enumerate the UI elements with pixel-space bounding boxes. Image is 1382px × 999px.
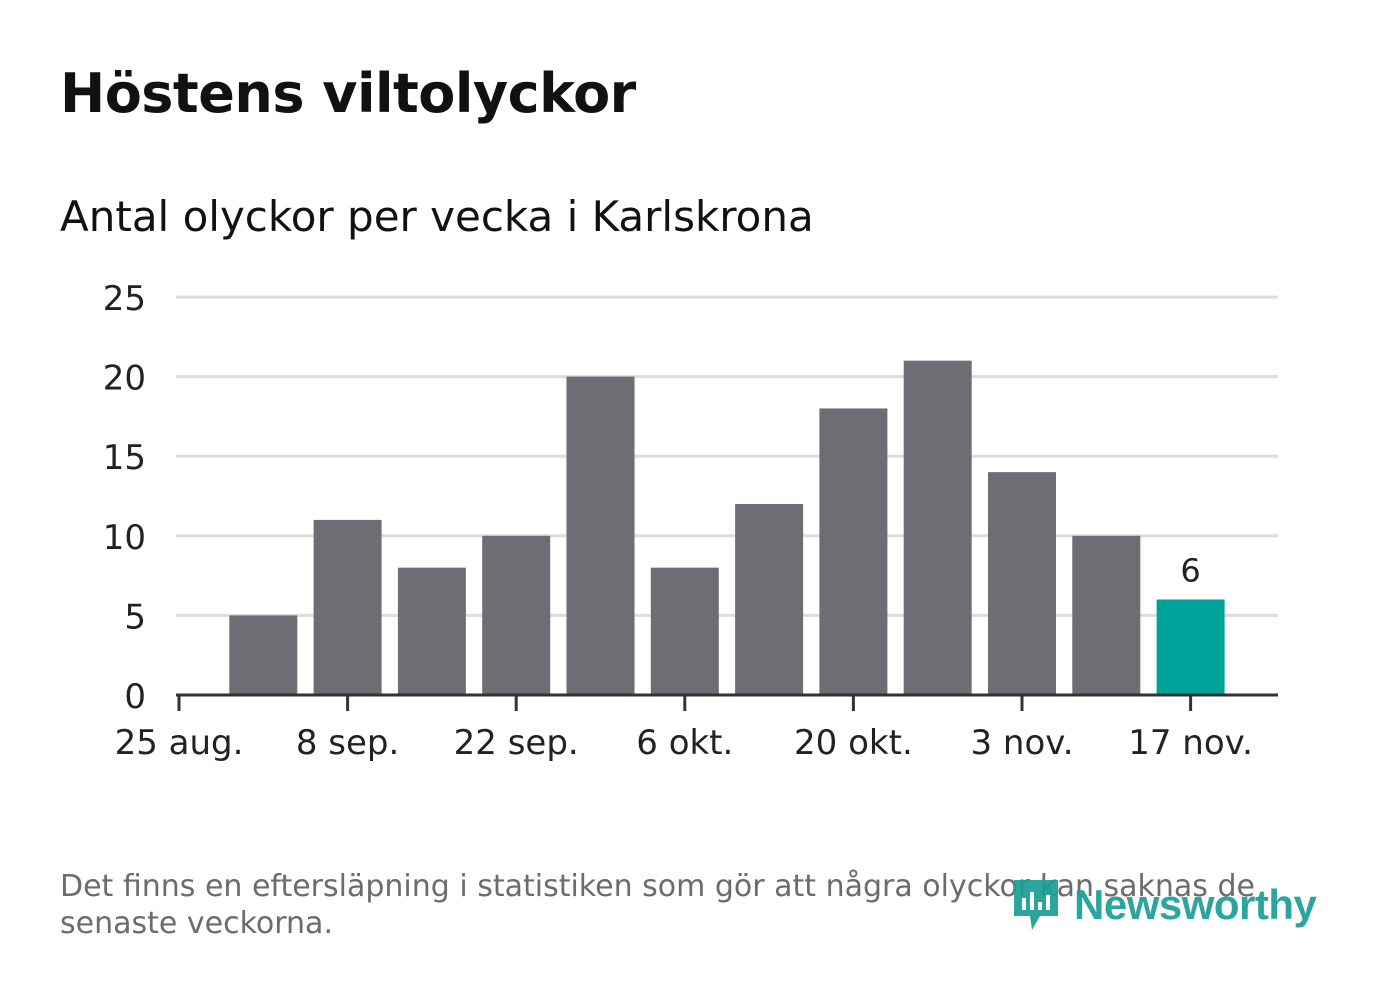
chart-subtitle: Antal olyckor per vecka i Karlskrona xyxy=(60,192,814,241)
bar xyxy=(482,535,551,695)
bar xyxy=(988,472,1056,695)
bar xyxy=(819,408,888,695)
x-tick-label: 25 aug. xyxy=(115,723,244,763)
y-tick-label: 0 xyxy=(124,677,146,717)
bar xyxy=(735,503,804,695)
bar xyxy=(313,519,382,695)
x-tick-label: 22 sep. xyxy=(454,723,579,763)
logo-text: Newsworthy xyxy=(1074,881,1317,928)
newsworthy-logo: Newsworthy xyxy=(1010,876,1317,934)
data-label: 6 xyxy=(1180,551,1200,589)
x-tick-label: 3 nov. xyxy=(970,723,1073,763)
y-tick-label: 25 xyxy=(103,279,146,319)
y-tick-label: 10 xyxy=(103,518,146,558)
bar xyxy=(903,360,972,695)
bar xyxy=(1072,535,1141,695)
y-tick-label: 5 xyxy=(124,597,146,637)
bar xyxy=(650,567,719,695)
bar xyxy=(229,615,298,695)
x-tick-label: 8 sep. xyxy=(296,723,399,763)
x-tick-label: 17 nov. xyxy=(1128,723,1253,763)
newsworthy-logo-icon xyxy=(1014,880,1058,930)
chart-title: Höstens viltolyckor xyxy=(60,62,636,125)
bar xyxy=(397,567,466,695)
bar xyxy=(1156,599,1225,695)
x-tick-label: 20 okt. xyxy=(794,723,913,763)
y-tick-label: 20 xyxy=(103,359,146,399)
bar xyxy=(566,376,635,695)
x-tick-label: 6 okt. xyxy=(636,723,733,763)
y-tick-label: 15 xyxy=(103,438,146,478)
